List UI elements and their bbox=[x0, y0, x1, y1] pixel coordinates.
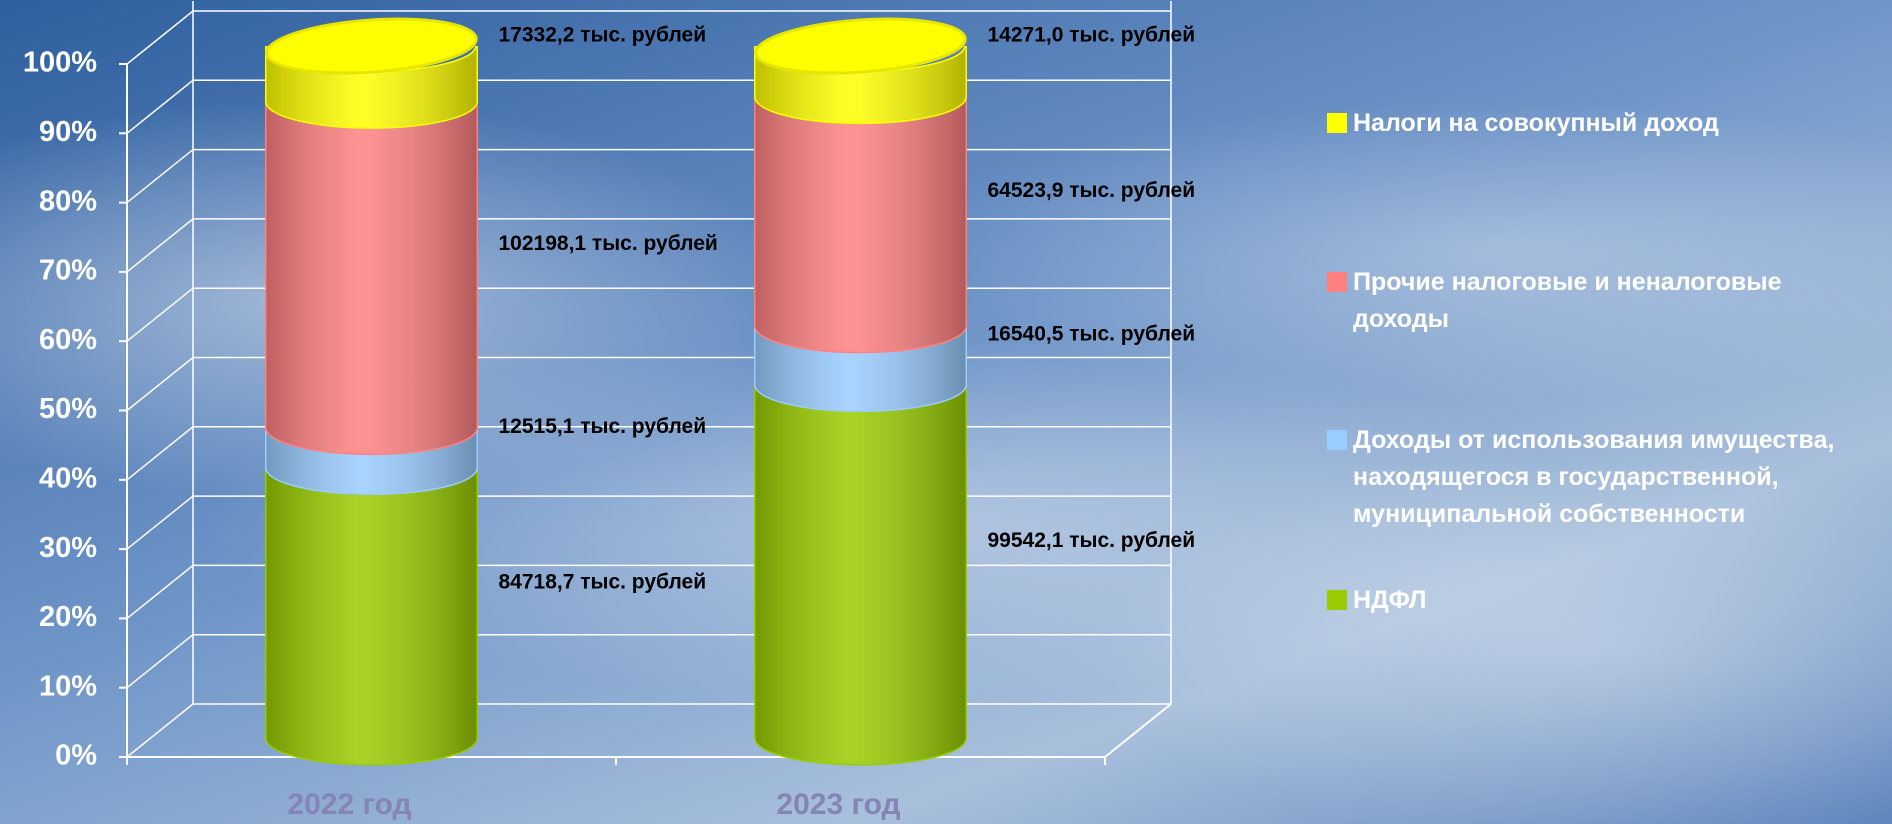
legend-item: Прочие налоговые и неналоговые доходы bbox=[1327, 264, 1887, 333]
y-tick-label: 40% bbox=[39, 462, 97, 494]
legend-item: Налоги на совокупный доход bbox=[1327, 105, 1887, 142]
y-tick-label: 10% bbox=[39, 670, 97, 702]
legend-swatch bbox=[1327, 272, 1347, 292]
legend-label: Доходы от использования имущества, наход… bbox=[1353, 426, 1835, 528]
data-label: 16540,5 тыс. рублей bbox=[988, 323, 1196, 346]
cylinder-shading bbox=[266, 46, 477, 128]
y-tick-label: 60% bbox=[39, 324, 97, 356]
legend-item: НДФЛ bbox=[1327, 582, 1887, 619]
y-tick-label: 90% bbox=[39, 116, 97, 148]
y-tick-label: 50% bbox=[39, 393, 97, 425]
x-tick-label: 2023 год bbox=[776, 788, 900, 821]
cylinder-shading bbox=[755, 96, 966, 352]
y-tick-label: 30% bbox=[39, 532, 97, 564]
data-label: 17332,2 тыс. рублей bbox=[499, 24, 707, 47]
y-tick-label: 100% bbox=[23, 47, 97, 79]
y-tick-label: 20% bbox=[39, 601, 97, 633]
data-label: 99542,1 тыс. рублей bbox=[988, 529, 1196, 552]
data-label: 12515,1 тыс. рублей bbox=[499, 415, 707, 438]
cylinder-cap bbox=[265, 17, 478, 75]
legend-label: Прочие налоговые и неналоговые доходы bbox=[1353, 268, 1782, 333]
cylinder-shading bbox=[266, 467, 477, 765]
data-label: 14271,0 тыс. рублей bbox=[988, 24, 1196, 47]
cylinder-shading bbox=[755, 325, 966, 411]
cylinder-shading bbox=[755, 384, 966, 764]
cylinder-shading bbox=[755, 46, 966, 123]
legend-swatch bbox=[1327, 590, 1347, 610]
cylinder-cap bbox=[754, 17, 967, 75]
floor-edge bbox=[1104, 703, 1172, 758]
data-label: 84718,7 тыс. рублей bbox=[499, 570, 707, 593]
legend-label: Налоги на совокупный доход bbox=[1353, 109, 1719, 137]
y-tick-label: 80% bbox=[39, 185, 97, 217]
data-label: 64523,9 тыс. рублей bbox=[988, 179, 1196, 202]
cylinder-shading bbox=[266, 101, 477, 454]
x-tick-label: 2022 год bbox=[287, 788, 411, 821]
legend-label: НДФЛ bbox=[1353, 586, 1427, 614]
y-tick-label: 70% bbox=[39, 255, 97, 287]
grid-line bbox=[126, 10, 1171, 65]
legend-swatch bbox=[1327, 113, 1347, 133]
legend-item: Доходы от использования имущества, наход… bbox=[1327, 422, 1887, 528]
data-label: 102198,1 тыс. рублей bbox=[499, 232, 718, 255]
cylinder-shading bbox=[266, 427, 477, 494]
y-tick-label: 0% bbox=[55, 740, 97, 772]
legend-swatch bbox=[1327, 430, 1347, 450]
